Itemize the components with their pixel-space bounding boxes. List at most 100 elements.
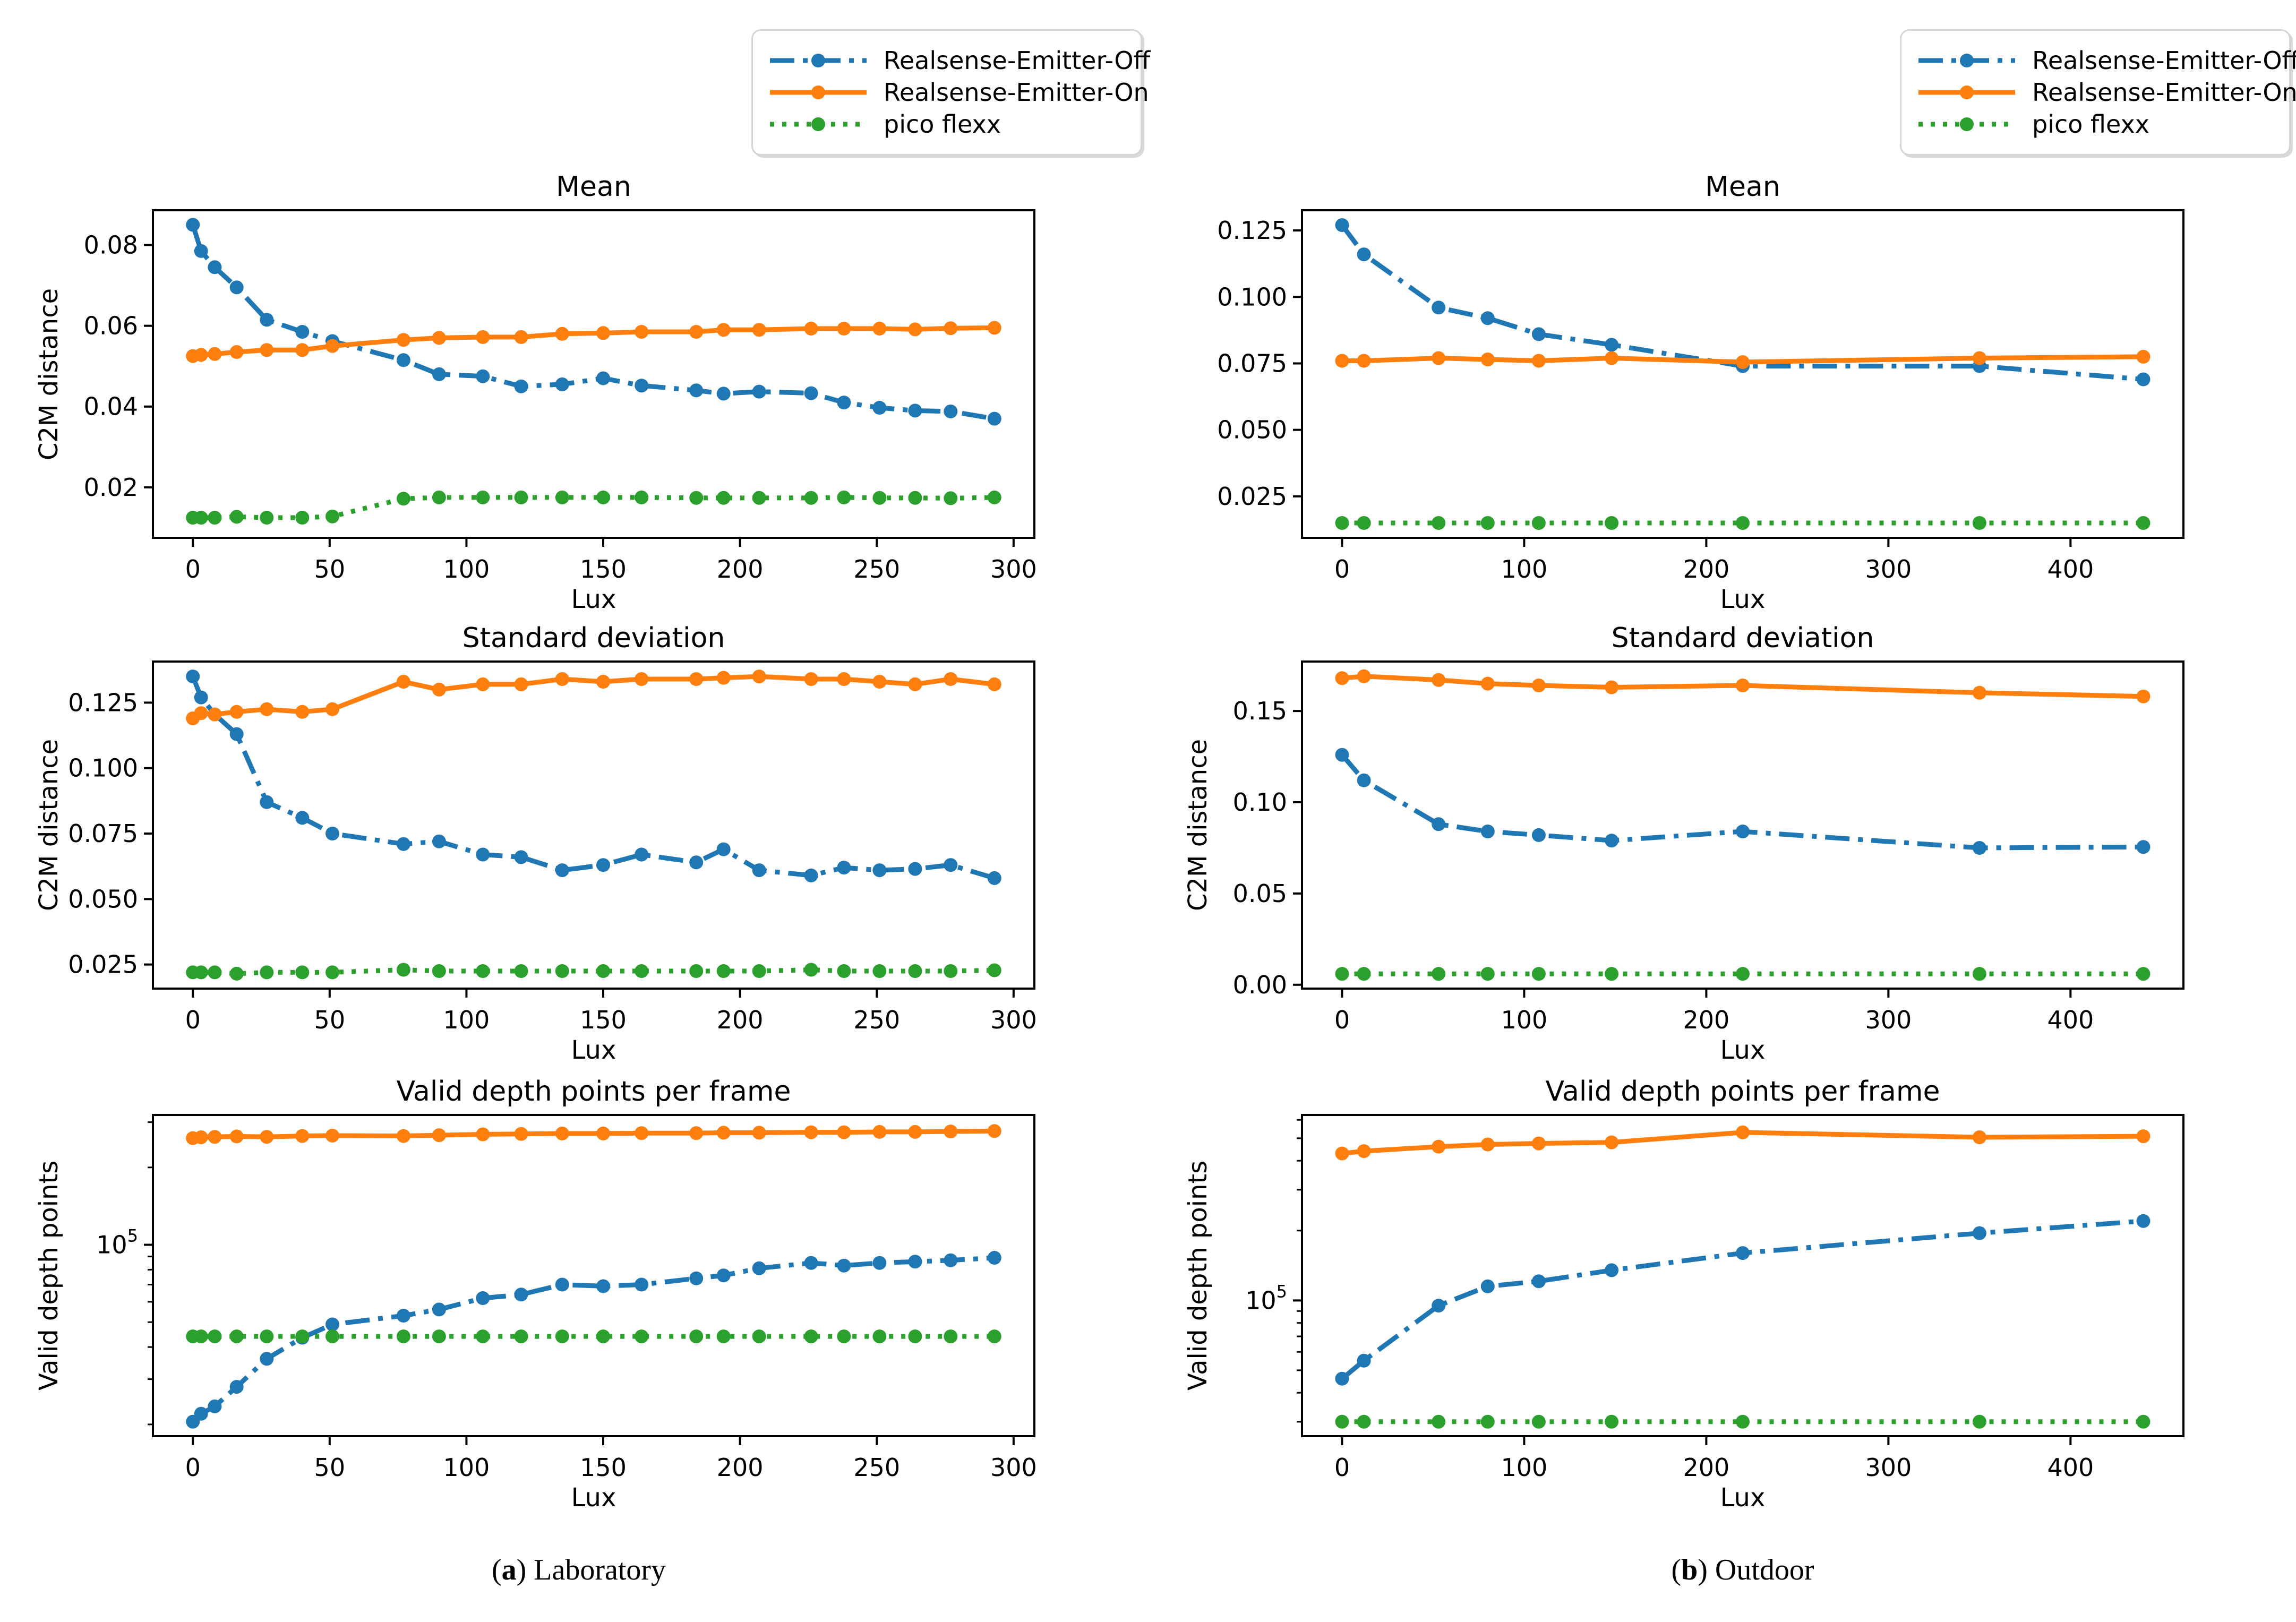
- y-tick-label: 0.125: [68, 688, 138, 717]
- y-tick-label: 0.08: [84, 230, 138, 259]
- x-tick-label: 150: [580, 1006, 627, 1034]
- series-realsense-emitter-on: [186, 321, 1001, 363]
- x-tick-label: 200: [717, 555, 764, 583]
- x-tick-label: 100: [443, 1453, 490, 1482]
- y-tick-label: 0.05: [1233, 879, 1287, 908]
- plot-outdoor-std: 0 100 200 300 400 0.00 0.05 0.10 0.15: [1233, 660, 2184, 1034]
- chart-title-outdoor-mean: Mean: [1705, 171, 1780, 203]
- series-realsense-emitter-on: [1335, 349, 2151, 369]
- series-realsense-emitter-on: [1335, 669, 2151, 703]
- y-tick-label: 0.00: [1233, 971, 1287, 999]
- chart-title-laboratory-std: Standard deviation: [462, 622, 725, 654]
- legend-line-sample-icon: [770, 117, 867, 131]
- y-tick-label: 0.075: [68, 819, 138, 848]
- x-tick-label: 250: [853, 1006, 900, 1034]
- legend-line-sample-icon: [1918, 54, 2015, 67]
- x-tick-label: 300: [1865, 1453, 1912, 1482]
- x-axis-label: Lux: [1720, 1483, 1766, 1513]
- chart-title-outdoor-valid: Valid depth points per frame: [1545, 1076, 1940, 1108]
- x-tick-label: 400: [2047, 1006, 2094, 1034]
- x-axis-label: Lux: [571, 585, 616, 614]
- legend-line-sample-icon: [770, 54, 867, 67]
- caption-outdoor: (b) Outdoor: [1477, 1553, 2008, 1587]
- chart-title-laboratory-mean: Mean: [556, 171, 631, 203]
- legend-label: Realsense-Emitter-Off: [884, 46, 1151, 75]
- legend-label: Realsense-Emitter-On: [2032, 78, 2296, 107]
- y-tick-label: 105: [96, 1226, 138, 1259]
- plot-outdoor-valid: 0 100 200 300 400 105: [1245, 1114, 2184, 1482]
- legend-item-pico-flexx: pico flexx: [768, 108, 1123, 140]
- x-tick-label: 0: [185, 1453, 201, 1482]
- legend-item-realsense-emitter-off: Realsense-Emitter-Off: [1916, 45, 2296, 76]
- caption-text: Laboratory: [534, 1554, 666, 1586]
- legend-left: Realsense-Emitter-Off Realsense-Emitter-…: [751, 29, 1150, 156]
- legend-item-realsense-emitter-off: Realsense-Emitter-Off: [768, 45, 1150, 76]
- legend-item-realsense-emitter-on: Realsense-Emitter-On: [768, 76, 1149, 108]
- legend-label: Realsense-Emitter-Off: [2032, 46, 2296, 75]
- x-tick-label: 200: [1683, 1453, 1729, 1482]
- y-tick-label: 0.10: [1233, 788, 1287, 817]
- x-tick-label: 150: [580, 555, 627, 583]
- axes: 0 100 200 300 400 105: [1245, 1114, 2184, 1482]
- series-pico-flexx: [186, 490, 1001, 525]
- x-tick-label: 400: [2047, 1453, 2094, 1482]
- series-pico-flexx: [1335, 967, 2151, 981]
- legend-line-sample-icon: [1918, 85, 2015, 99]
- x-tick-label: 200: [717, 1453, 764, 1482]
- x-tick-label: 300: [990, 1006, 1037, 1034]
- y-tick-label: 105: [1245, 1281, 1287, 1315]
- x-tick-label: 0: [185, 1006, 201, 1034]
- y-tick-label: 0.100: [68, 754, 138, 783]
- x-tick-label: 200: [717, 1006, 764, 1034]
- x-axis-label: Lux: [1720, 585, 1766, 614]
- y-tick-label: 0.025: [68, 950, 138, 979]
- caption-letter: b: [1681, 1554, 1698, 1586]
- y-tick-label: 0.15: [1233, 697, 1287, 725]
- x-tick-label: 0: [1334, 1453, 1350, 1482]
- series-realsense-emitter-on: [186, 670, 1001, 725]
- caption-paren: ): [516, 1554, 527, 1586]
- series-pico-flexx: [186, 1329, 1001, 1344]
- x-tick-label: 200: [1683, 1006, 1729, 1034]
- x-tick-label: 0: [1334, 555, 1350, 583]
- x-tick-label: 50: [314, 555, 346, 583]
- caption-text: Outdoor: [1715, 1554, 1814, 1586]
- series-realsense-emitter-off: [1335, 1214, 2151, 1386]
- caption-letter: a: [501, 1554, 517, 1586]
- caption-paren: (: [491, 1554, 502, 1586]
- caption-paren: ): [1698, 1554, 1708, 1586]
- y-tick-label: 0.025: [1217, 482, 1287, 511]
- series-pico-flexx: [1335, 516, 2151, 530]
- legend-item-pico-flexx: pico flexx: [1916, 108, 2271, 140]
- x-tick-label: 100: [1501, 1453, 1548, 1482]
- axes: 0 50 100 150 200 250 300 0.025 0.050 0.075 0.100 0.…: [68, 660, 1037, 1034]
- axes: 0 100 200 300 400 0.00 0.05 0.10 0.15: [1233, 660, 2184, 1034]
- y-tick-label: 0.125: [1217, 216, 1287, 245]
- x-axis-label: Lux: [1720, 1035, 1766, 1065]
- x-tick-label: 300: [1865, 555, 1912, 583]
- x-tick-label: 300: [1865, 1006, 1912, 1034]
- caption-laboratory: (a) Laboratory: [313, 1553, 844, 1587]
- x-axis-label: Lux: [571, 1483, 616, 1513]
- x-tick-label: 100: [1501, 1006, 1548, 1034]
- y-tick-label: 0.06: [84, 312, 138, 340]
- x-tick-label: 250: [853, 1453, 900, 1482]
- axes: 0 50 100 150 200 250 300 0.02 0.04 0.06 0.08: [84, 209, 1037, 583]
- y-tick-label: 0.100: [1217, 282, 1287, 311]
- x-tick-label: 100: [1501, 555, 1548, 583]
- chart-title-outdoor-std: Standard deviation: [1611, 622, 1874, 654]
- legend-label: pico flexx: [884, 110, 1001, 139]
- series-realsense-emitter-off: [1335, 218, 2151, 387]
- x-tick-label: 0: [1334, 1006, 1350, 1034]
- axes: 0 100 200 300 400 0.025 0.050 0.075 0.100 0.125: [1217, 209, 2184, 583]
- legend-line-sample-icon: [1918, 117, 2015, 131]
- series-realsense-emitter-off: [1335, 748, 2151, 855]
- y-tick-label: 0.050: [1217, 416, 1287, 444]
- x-tick-label: 400: [2047, 555, 2094, 583]
- x-tick-label: 0: [185, 555, 201, 583]
- series-realsense-emitter-off: [186, 670, 1001, 885]
- chart-title-laboratory-valid: Valid depth points per frame: [396, 1076, 791, 1108]
- x-tick-label: 300: [990, 555, 1037, 583]
- x-axis-label: Lux: [571, 1035, 616, 1065]
